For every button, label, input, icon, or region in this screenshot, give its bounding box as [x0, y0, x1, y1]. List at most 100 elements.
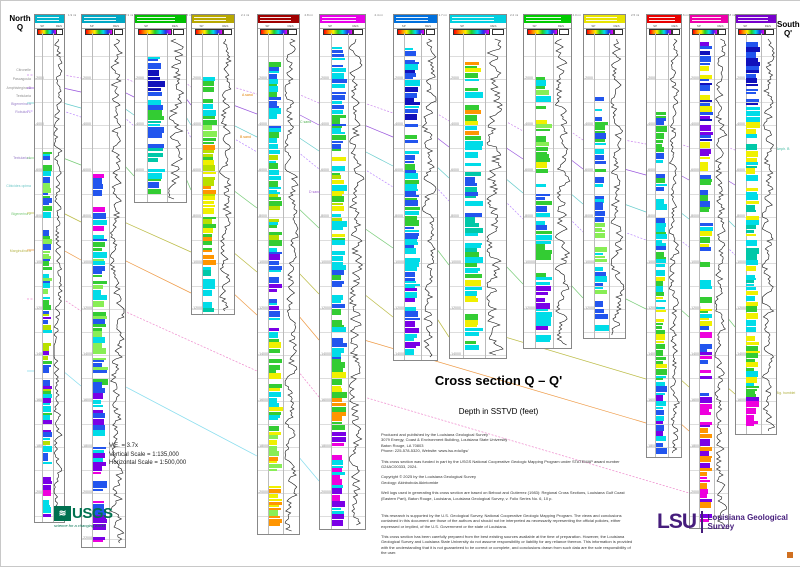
well-header-text-line: [137, 17, 176, 18]
lithology-band: [699, 483, 708, 489]
formation-top-label: Pascagoula: [12, 77, 31, 81]
formation-top-label: Cibicides opima: [6, 184, 31, 188]
well-distance-label: 2.2 mi: [510, 13, 519, 17]
credit-copyright: Copyright © 2025 by the Louisiana Geolog…: [381, 474, 477, 485]
lithology-band: [42, 505, 50, 507]
well-header: [320, 15, 365, 23]
colorbar-end-box: [558, 28, 570, 35]
lithology-band: [93, 504, 104, 509]
lithology-band: [405, 64, 419, 70]
lithology-band: [699, 412, 712, 415]
depth-tick-label: -22000: [82, 536, 93, 540]
lithology-band: [699, 480, 710, 482]
depth-gridline: [82, 56, 125, 57]
well-header-text-line: [526, 20, 562, 21]
lithology-band: [699, 397, 712, 403]
credit-source: Well logs used in generating this cross …: [381, 490, 625, 501]
track-label: RES: [287, 23, 294, 28]
track-label: SP: [532, 23, 537, 28]
depth-tick-label: -16000: [736, 398, 747, 402]
lithology-band: [699, 451, 710, 456]
lithology-band: [699, 404, 713, 409]
depth-gridline: [135, 56, 186, 57]
lithology-band: [148, 57, 160, 59]
colorbar-end-box: [172, 28, 184, 35]
cross-section-subtitle: Depth in SSTVD (feet): [458, 407, 539, 416]
lithology-band: [268, 71, 280, 73]
well-distance-label: 2.0 mi: [572, 13, 581, 17]
well-header-text-line: [526, 17, 562, 18]
log-curve: [668, 38, 680, 454]
well-log-body: -2000 -4000 -6000 -8000 -10000 -12000 -14000: [450, 33, 506, 358]
lithology-band: [331, 514, 344, 519]
well-header-text-line: [322, 17, 356, 18]
lithology-band: [699, 456, 712, 458]
well-header-text-line: [194, 20, 226, 21]
well-header: [690, 15, 728, 23]
lithology-band: [699, 393, 710, 396]
well-log-body: -2000 -4000 -6000 -8000 -10000 -12000 -14000 -1…: [258, 33, 299, 534]
depth-gridline: [394, 56, 437, 57]
lithology-band: [746, 408, 757, 414]
well-header-text-line: [649, 17, 675, 18]
lithology-band: [699, 425, 711, 427]
north-endpoint-label: North Q: [9, 14, 31, 32]
colorbar-end-box: [222, 28, 233, 35]
lithology-band: [331, 65, 343, 67]
lithology-band: [746, 424, 755, 426]
track-label: SP: [328, 23, 333, 28]
lithology-colorbar: [84, 28, 114, 35]
lithology-band: [405, 70, 416, 73]
colorbar-end-box: [425, 28, 436, 35]
lithology-band: [93, 540, 103, 542]
formation-top-label: Amphistegina B: [6, 86, 31, 90]
credit-funding: This cross section was funded in part by…: [381, 458, 620, 469]
track-label: SP: [265, 23, 270, 28]
south-endpoint-label: South Q': [777, 20, 800, 38]
lithology-band: [746, 42, 758, 47]
well-log-strip: SP RES -2000 -4000 -6000 -8000 -10000 -12000: [523, 14, 572, 349]
lithology-band: [699, 51, 711, 55]
well-header: [736, 15, 776, 23]
lithology-band: [405, 62, 419, 64]
lithology-band: [699, 468, 713, 471]
lithology-band: [268, 499, 283, 501]
lsu-lgs-logo: LSU Louisiana Geological Survey: [657, 510, 788, 534]
track-label: SP: [743, 23, 748, 28]
log-curve: [761, 38, 775, 432]
well-distance-label: 1.7 mi: [438, 13, 447, 17]
depth-tick-label: -16000: [690, 398, 701, 402]
well-header-text-line: [396, 17, 429, 18]
usgs-wordmark: USGS: [72, 505, 113, 522]
lithology-band: [699, 439, 710, 443]
lithology-colorbar: [194, 28, 223, 35]
well-log-body: -2000 -4000 -6000 -8000 -10000 -12000 -14000: [394, 33, 437, 360]
track-label: SP: [460, 23, 465, 28]
well-distance-label: 2.3 mi: [125, 13, 134, 17]
lithology-band: [331, 54, 345, 57]
lithology-colorbar: [526, 28, 558, 35]
usgs-wave-icon: ≋: [54, 506, 71, 521]
well-header: [82, 15, 125, 23]
well-log-strip: SP RES -2000 -4000 -6000 -8000 -10000 -12000 -14…: [319, 14, 366, 530]
depth-gridline: [524, 56, 571, 57]
lithology-band: [699, 56, 712, 62]
lithology-band: [746, 52, 757, 58]
track-label: SP: [89, 23, 94, 28]
colorbar-end-box: [491, 28, 504, 35]
lithology-band: [268, 62, 282, 67]
lithology-band: [699, 463, 710, 468]
credit-disclaimer-usgs: This research is supported by the U.S. G…: [381, 512, 622, 529]
sand-annotation-label: C sand: [300, 120, 312, 124]
track-label: SP: [401, 23, 406, 28]
lithology-band: [464, 62, 480, 65]
well-header-text-line: [322, 20, 356, 21]
formation-top-label: Big. humblei: [776, 391, 796, 395]
depth-gridline: [450, 56, 506, 57]
well-log-strip: SP RES -2000 -4000 -6000 -8000 -10000 -12000 -14…: [34, 14, 65, 523]
track-label: RES: [222, 23, 229, 28]
lithology-colorbar: [396, 28, 426, 35]
well-header: [35, 15, 64, 23]
lithology-band: [268, 505, 280, 507]
well-header-text-line: [260, 20, 291, 21]
